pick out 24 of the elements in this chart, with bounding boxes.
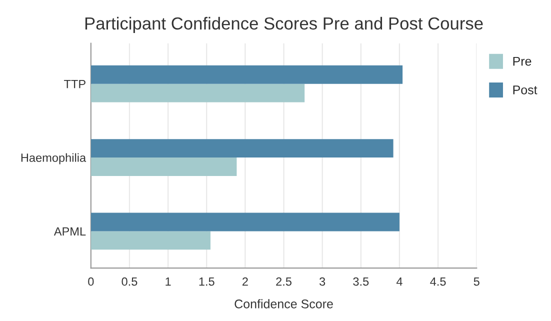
legend-label: Post — [513, 86, 538, 94]
y-tick-label: APML — [54, 227, 86, 236]
bar — [90, 212, 400, 232]
x-tick-label: 4 — [396, 277, 402, 286]
y-tick-label: Haemophilia — [21, 153, 86, 164]
y-tick-label: TTP — [64, 80, 86, 88]
x-tick-label: 0.5 — [122, 277, 138, 286]
x-tick-label: 2 — [242, 277, 248, 286]
x-tick-label: 1 — [166, 277, 171, 286]
x-tick-label: 1.5 — [199, 277, 214, 286]
bar — [90, 231, 210, 250]
x-axis-title: Confidence Score — [234, 299, 333, 308]
x-tick-label: 5 — [474, 277, 480, 286]
legend-label: Pre — [513, 56, 532, 66]
bar — [90, 158, 237, 176]
chart-title: Participant Confidence Scores Pre and Post Course — [85, 16, 483, 34]
bar — [90, 84, 305, 102]
bar — [90, 65, 403, 84]
x-tick-label: 2.5 — [276, 277, 292, 286]
x-tick-label: 3 — [320, 277, 326, 286]
x-tick-label: 3.5 — [353, 277, 369, 286]
x-tick-label: 0 — [88, 277, 94, 286]
x-tick-label: 4.5 — [430, 277, 446, 286]
bar — [90, 139, 394, 158]
